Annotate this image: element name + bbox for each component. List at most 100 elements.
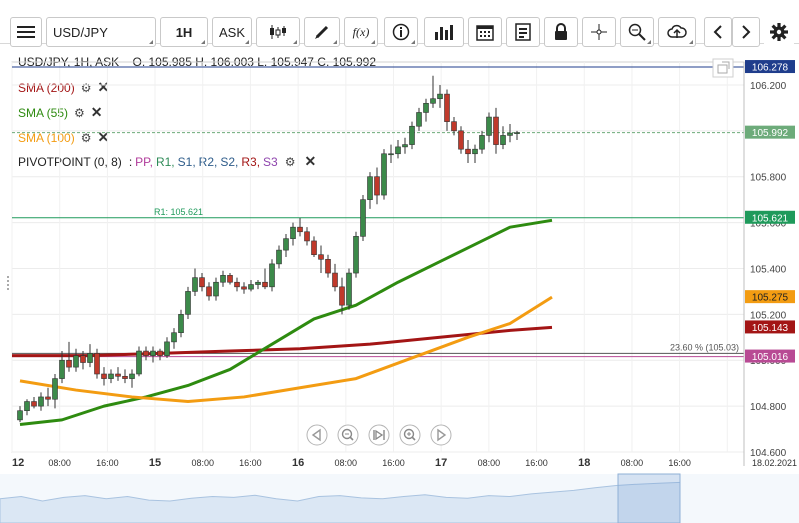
reset-zoom-button[interactable] [368,424,390,446]
candle-body [73,355,79,368]
gear-icon[interactable]: ⚙ [284,154,296,169]
lock-button[interactable] [544,17,578,47]
candle-body [388,153,394,156]
dropdown-corner-icon [201,40,205,44]
candle [227,273,233,285]
candle-body [115,373,121,377]
pivot-item-r1: R1, [155,154,175,169]
candle [444,89,450,131]
candle [283,234,289,257]
price-type-select[interactable]: ASK [212,17,252,47]
price-tag: 105.992 [745,125,795,139]
pan-left-button[interactable] [306,424,328,446]
x-tick-label: 12 [12,457,24,469]
price-tag-text: 105.275 [752,293,789,304]
sma-line [19,295,553,404]
x-tick-label: 16:00 [239,458,262,468]
candle [381,149,387,200]
candle-body [192,277,198,292]
x-tick-label: 08:00 [191,458,214,468]
candle [101,367,107,386]
candle-body [171,332,177,343]
volume-button[interactable] [424,17,464,47]
candle [472,144,478,163]
candle [59,351,65,384]
close-icon[interactable]: ✕ [97,129,110,145]
zoom-out-button[interactable] [337,424,359,446]
candle [17,406,23,423]
candle [129,369,135,388]
draw-button[interactable] [304,17,340,47]
candle-body [262,281,268,288]
crosshair-button[interactable] [582,17,616,47]
y-tick-label: 104.800 [750,402,787,413]
candle-body [304,231,310,242]
timeframe-select[interactable]: 1H [160,17,208,47]
candle-body [514,132,520,134]
zoom-in-icon [403,428,416,441]
y-tick-label: 105.400 [750,264,787,275]
price-tag: 105.016 [745,349,795,363]
zoom-in-button[interactable] [399,424,421,446]
indicators-button[interactable]: f(x) [344,17,378,47]
candle [346,268,352,310]
candle [248,279,254,292]
price-tag: 105.275 [745,290,795,304]
candle [52,374,58,409]
candle-body [136,350,142,375]
expand-icon [717,61,730,74]
data-table-button[interactable] [506,17,540,47]
candle-body [283,238,289,251]
candle [108,369,114,384]
dropdown-corner-icon [333,40,337,44]
close-icon[interactable]: ✕ [90,104,103,120]
gear-icon[interactable]: ⚙ [80,80,92,95]
price-tag: 105.621 [745,210,795,224]
candle-body [297,226,303,233]
x-tick-label: 08:00 [621,458,644,468]
candle-body [157,350,163,356]
pivot-item-pp: PP, [135,154,153,169]
chevron-right-icon [742,25,751,39]
candle [395,140,401,159]
upload-button[interactable] [658,17,696,47]
menu-button[interactable] [10,17,42,47]
settings-button[interactable] [764,17,794,47]
legend-label: SMA (100) [18,130,75,145]
scroll-right-button[interactable] [732,17,760,47]
candle-body [465,148,471,155]
level-label: 23.60 % (105.03) [670,342,739,352]
calendar-button[interactable] [468,17,502,47]
candle-body [59,359,65,379]
gear-icon[interactable]: ⚙ [74,105,85,120]
close-icon[interactable]: ✕ [97,79,110,95]
candle [73,348,79,372]
zoom-button[interactable] [620,17,654,47]
candle-body [164,341,170,356]
close-icon[interactable]: ✕ [304,153,317,169]
pan-right-button[interactable] [430,424,452,446]
info-button[interactable] [384,17,418,47]
y-tick-label: 104.600 [750,448,787,459]
gear-icon[interactable]: ⚙ [80,130,92,145]
candle [192,268,198,296]
candle-body [199,277,205,288]
price-tag: 106.278 [745,60,795,74]
pivot-item-s1: S1, [177,154,196,169]
chart-type-button[interactable] [256,17,300,47]
fullscreen-button[interactable] [712,58,734,78]
crosshair-icon [591,24,607,40]
x-tick-label: 15 [149,457,161,469]
candle-body [276,249,282,265]
sma-line [20,325,553,358]
price-tag-bg [745,125,795,139]
navigator-window[interactable] [617,473,681,523]
candle-body [108,373,114,379]
scroll-left-button[interactable] [704,17,732,47]
chevron-left-icon [713,25,722,39]
candle [269,259,275,292]
symbol-select[interactable]: USD/JPY [46,17,156,47]
candle [122,369,128,384]
candle [500,126,506,150]
